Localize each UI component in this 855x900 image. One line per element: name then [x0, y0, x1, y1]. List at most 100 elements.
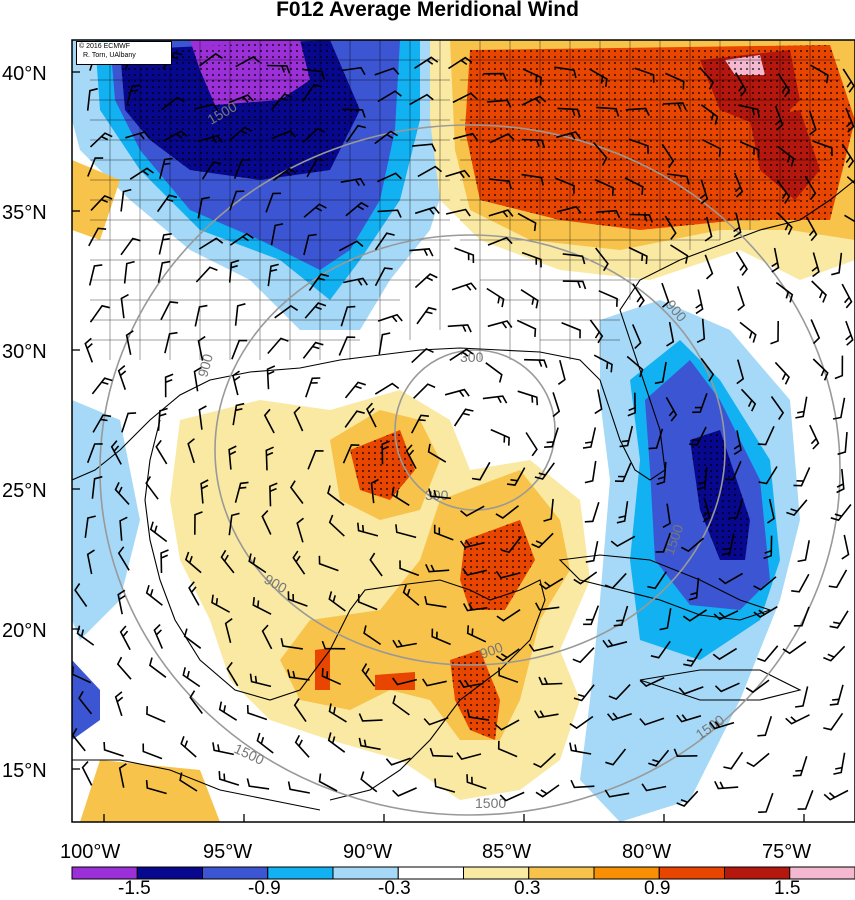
- wind-barb: [163, 130, 188, 142]
- wind-barb: [84, 337, 94, 363]
- wind-barb: [516, 319, 537, 337]
- wind-barb: [228, 259, 240, 283]
- wind-barb: [429, 747, 454, 758]
- wind-barb: [841, 534, 850, 560]
- wind-barb: [358, 713, 383, 722]
- wind-barb: [417, 165, 443, 178]
- wind-barb: [197, 196, 210, 219]
- wind-barb: [569, 742, 592, 755]
- wind-barb: [413, 383, 436, 399]
- lon-label: 80°W: [622, 841, 671, 863]
- wind-barb: [266, 365, 276, 390]
- wind-barb: [198, 237, 224, 250]
- wind-barb: [809, 424, 820, 450]
- wind-barb: [775, 281, 794, 303]
- wind-barb: [448, 56, 473, 70]
- wind-barb: [194, 304, 208, 327]
- wind-barb: [228, 445, 237, 470]
- wind-barb: [596, 209, 621, 219]
- wind-barb: [836, 468, 845, 494]
- wind-barb: [718, 572, 743, 585]
- wind-barb: [689, 426, 707, 446]
- wind-barb: [234, 303, 246, 326]
- wind-barb: [777, 73, 791, 98]
- wind-barb: [391, 486, 410, 506]
- wind-barb: [485, 362, 503, 383]
- wind-barb: [810, 319, 821, 345]
- wind-barb: [812, 140, 833, 157]
- wind-barb: [522, 68, 542, 86]
- wind-barb: [377, 172, 402, 183]
- wind-barb: [343, 277, 368, 286]
- lat-label: 15°N: [2, 760, 47, 782]
- wind-barb: [770, 320, 779, 345]
- wind-barb: [392, 695, 410, 716]
- wind-barb: [338, 336, 356, 356]
- wind-barb: [585, 540, 599, 563]
- wind-barb: [263, 408, 275, 434]
- wind-barb: [231, 339, 248, 360]
- wind-barb: [423, 716, 449, 726]
- wind-barb: [410, 414, 429, 434]
- wind-barb: [412, 143, 437, 152]
- wind-barb: [232, 370, 241, 396]
- contour-label: 300: [425, 487, 449, 503]
- wind-barb: [342, 108, 366, 118]
- colorbar-label: -0.3: [378, 878, 411, 899]
- colorbar-label: 1.5: [774, 878, 800, 899]
- wind-barb: [447, 324, 472, 333]
- wind-barb: [453, 132, 478, 141]
- wind-barb: [328, 514, 345, 537]
- wind-barb: [88, 227, 107, 247]
- wind-barb: [525, 432, 538, 457]
- wind-barb: [402, 584, 420, 606]
- wind-barb: [120, 188, 132, 212]
- wind-barb: [86, 549, 95, 575]
- wind-barb: [823, 645, 846, 662]
- wind-barb: [369, 552, 383, 577]
- wind-barb: [344, 381, 366, 399]
- wind-barb: [328, 703, 347, 723]
- wind-barb: [594, 389, 603, 415]
- wind-barb: [117, 589, 126, 615]
- wind-barb: [739, 321, 757, 343]
- wind-barb: [757, 645, 779, 663]
- wind-barb: [738, 104, 760, 118]
- wind-barb: [160, 549, 169, 574]
- wind-barb: [129, 167, 154, 180]
- wind-barb: [625, 107, 650, 116]
- wind-barb: [161, 96, 185, 111]
- wind-barb: [490, 428, 510, 446]
- wind-barb: [556, 205, 582, 214]
- wind-barb: [562, 280, 587, 290]
- wind-barb: [471, 461, 491, 481]
- wind-barb: [678, 686, 704, 695]
- wind-barb: [837, 432, 848, 456]
- wind-barb: [327, 485, 345, 506]
- wind-barb: [521, 173, 544, 186]
- wind-barb: [704, 254, 714, 280]
- wind-barb: [538, 676, 563, 686]
- wind-barb: [272, 167, 297, 182]
- wind-barb: [119, 516, 128, 541]
- wind-barb: [114, 482, 130, 505]
- wind-barb: [182, 667, 201, 688]
- wind-barb: [556, 131, 582, 140]
- wind-barb: [428, 488, 451, 500]
- wind-barb: [757, 715, 773, 737]
- wind-barb: [378, 332, 391, 355]
- wind-barb: [777, 145, 795, 167]
- wind-barb: [806, 216, 818, 242]
- wind-barb: [627, 392, 637, 417]
- wind-barb: [287, 591, 308, 607]
- wind-barb: [197, 134, 223, 144]
- wind-barb: [266, 64, 291, 74]
- wind-barb: [498, 667, 519, 684]
- wind-barb: [517, 212, 537, 232]
- wind-barb: [486, 287, 505, 308]
- wind-barb: [610, 535, 636, 548]
- wind-barb: [149, 521, 168, 543]
- wind-barb: [374, 130, 399, 145]
- wind-barb: [593, 354, 613, 373]
- wind-barb: [517, 390, 539, 406]
